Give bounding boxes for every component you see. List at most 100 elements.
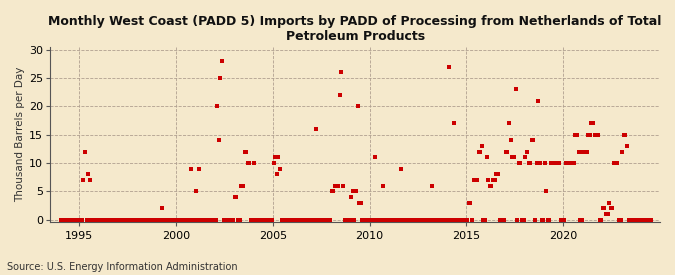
Point [601, 212, 612, 216]
Point [360, 217, 371, 222]
Point [355, 200, 366, 205]
Point [567, 161, 578, 165]
Point [57, 217, 68, 222]
Point [142, 217, 153, 222]
Point [556, 217, 566, 222]
Point [562, 161, 572, 165]
Point [125, 217, 136, 222]
Point [154, 217, 165, 222]
Point [120, 217, 131, 222]
Point [239, 149, 250, 154]
Point [294, 217, 305, 222]
Point [92, 217, 103, 222]
Point [448, 217, 458, 222]
Point [55, 217, 66, 222]
Point [441, 217, 452, 222]
Point [238, 183, 248, 188]
Point [610, 161, 621, 165]
Point [252, 217, 263, 222]
Point [155, 217, 166, 222]
Point [402, 217, 413, 222]
Point [286, 217, 297, 222]
Point [163, 217, 174, 222]
Point [463, 200, 474, 205]
Point [200, 217, 211, 222]
Point [299, 217, 310, 222]
Point [63, 217, 74, 222]
Point [315, 217, 326, 222]
Point [250, 217, 261, 222]
Point [475, 149, 485, 154]
Point [73, 217, 84, 222]
Point [189, 217, 200, 222]
Point [270, 155, 281, 160]
Point [478, 217, 489, 222]
Point [297, 217, 308, 222]
Point [259, 217, 269, 222]
Point [585, 133, 595, 137]
Point [554, 161, 564, 165]
Point [122, 217, 132, 222]
Point [437, 217, 448, 222]
Point [576, 217, 587, 222]
Point [350, 189, 361, 194]
Point [271, 172, 282, 177]
Point [263, 217, 274, 222]
Point [210, 217, 221, 222]
Point [557, 217, 568, 222]
Point [126, 217, 137, 222]
Point [428, 217, 439, 222]
Point [543, 217, 554, 222]
Point [289, 217, 300, 222]
Point [460, 217, 471, 222]
Point [205, 217, 216, 222]
Point [362, 217, 373, 222]
Point [284, 217, 295, 222]
Point [644, 217, 655, 222]
Point [509, 155, 520, 160]
Point [78, 178, 88, 182]
Point [521, 149, 532, 154]
Point [333, 183, 344, 188]
Point [199, 217, 210, 222]
Point [614, 217, 624, 222]
Point [255, 217, 266, 222]
Point [594, 217, 605, 222]
Point [575, 217, 586, 222]
Point [99, 217, 109, 222]
Point [617, 149, 628, 154]
Point [223, 217, 234, 222]
Point [202, 217, 213, 222]
Point [446, 217, 456, 222]
Point [412, 217, 423, 222]
Point [173, 217, 184, 222]
Point [559, 217, 570, 222]
Point [94, 217, 105, 222]
Point [436, 217, 447, 222]
Point [544, 217, 555, 222]
Point [342, 217, 353, 222]
Point [622, 144, 632, 148]
Point [136, 217, 146, 222]
Point [344, 217, 355, 222]
Point [597, 206, 608, 210]
Point [646, 217, 657, 222]
Point [530, 217, 541, 222]
Point [275, 166, 286, 171]
Point [413, 217, 424, 222]
Point [165, 217, 176, 222]
Point [549, 161, 560, 165]
Point [104, 217, 115, 222]
Point [449, 121, 460, 126]
Point [381, 217, 392, 222]
Point [581, 149, 592, 154]
Point [267, 217, 277, 222]
Point [541, 189, 551, 194]
Point [589, 133, 600, 137]
Point [470, 178, 481, 182]
Point [231, 195, 242, 199]
Point [367, 217, 377, 222]
Point [162, 217, 173, 222]
Point [418, 217, 429, 222]
Point [217, 59, 227, 63]
